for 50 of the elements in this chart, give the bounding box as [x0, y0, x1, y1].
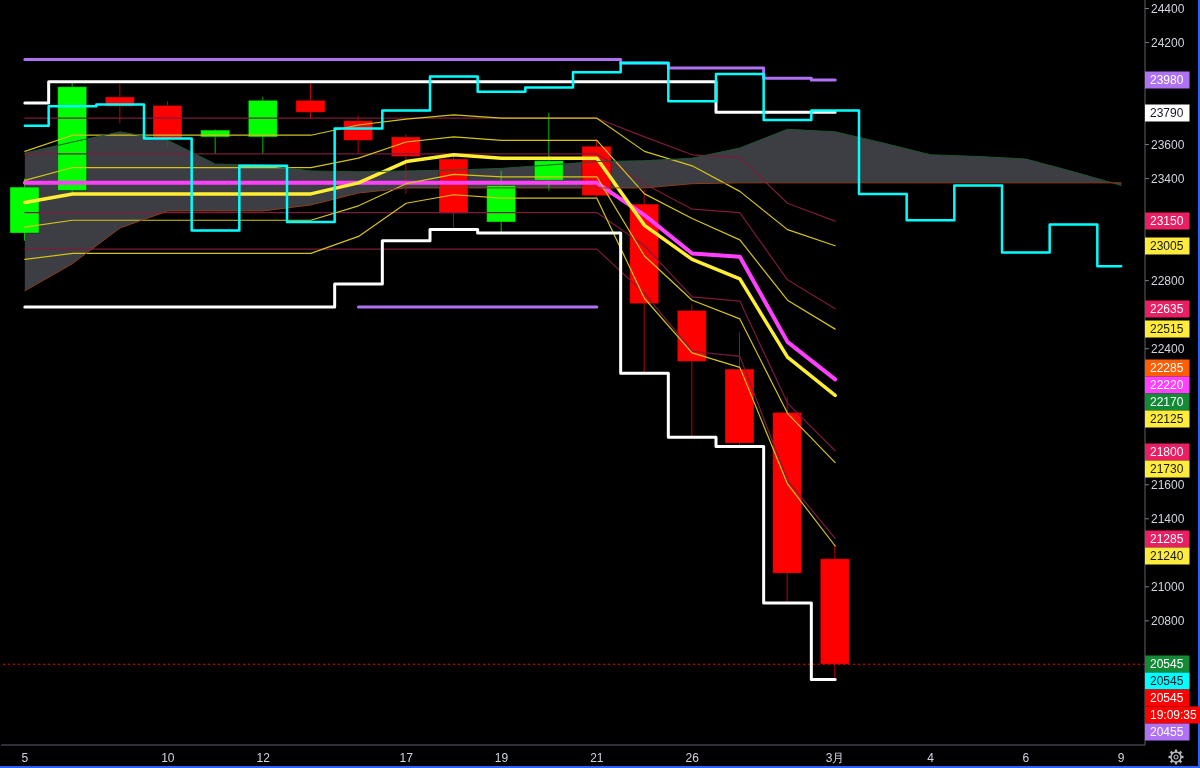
- y-tick-label: 24400: [1151, 1, 1185, 16]
- x-tick-label: 5: [21, 750, 29, 765]
- text: 22170: [1150, 395, 1184, 409]
- line-series: [24, 212, 836, 452]
- text: 20455: [1150, 725, 1184, 739]
- x-tick-label: 12: [256, 750, 271, 765]
- x-tick-label: 26: [685, 750, 700, 765]
- y-tick-label: 23600: [1151, 137, 1185, 152]
- line-series: [24, 194, 836, 547]
- text: 19:09:35: [1150, 708, 1198, 722]
- x-tick-label: 9: [1117, 750, 1125, 765]
- text: 22125: [1150, 412, 1184, 426]
- line-series: [24, 173, 836, 464]
- x-tick-label: 19: [494, 750, 509, 765]
- text: 20545: [1150, 657, 1184, 671]
- text: 23790: [1150, 106, 1184, 120]
- text: 20545: [1150, 691, 1184, 705]
- line-series: [24, 182, 1122, 292]
- line-series: [24, 248, 836, 539]
- x-tick-label: 6: [1022, 750, 1030, 765]
- x-tick-label: 17: [399, 750, 414, 765]
- line-series: [24, 136, 836, 330]
- text: 21800: [1150, 445, 1184, 459]
- line-series: [23, 153, 837, 398]
- x-tick-label: 10: [161, 750, 175, 765]
- text: 22635: [1150, 302, 1184, 316]
- text: 22285: [1150, 361, 1184, 375]
- y-tick-label: 22800: [1151, 273, 1185, 288]
- text: 21285: [1150, 532, 1184, 546]
- y-tick-label: 23400: [1151, 171, 1185, 186]
- y-tick-label: 21400: [1151, 512, 1185, 527]
- y-tick-label: 22400: [1151, 341, 1185, 356]
- text: 21730: [1150, 462, 1184, 476]
- y-tick-label: 24200: [1151, 35, 1185, 50]
- text: 23980: [1150, 73, 1184, 87]
- x-tick-label: 21: [590, 750, 604, 765]
- x-tick-label: 4: [927, 750, 935, 765]
- text: 23150: [1150, 214, 1184, 228]
- y-tick-label: 21600: [1151, 478, 1185, 493]
- x-tick-label: 3月: [825, 750, 845, 765]
- line-series: [22, 180, 838, 382]
- line-series: [24, 153, 836, 310]
- text: 20545: [1150, 674, 1184, 688]
- text: 23005: [1150, 239, 1184, 253]
- line-series: [24, 114, 836, 247]
- text: 21240: [1150, 549, 1184, 563]
- y-tick-label: 21000: [1151, 580, 1185, 595]
- text: 22220: [1150, 378, 1184, 392]
- y-tick-label: 20800: [1151, 614, 1185, 629]
- text: 22515: [1150, 322, 1184, 336]
